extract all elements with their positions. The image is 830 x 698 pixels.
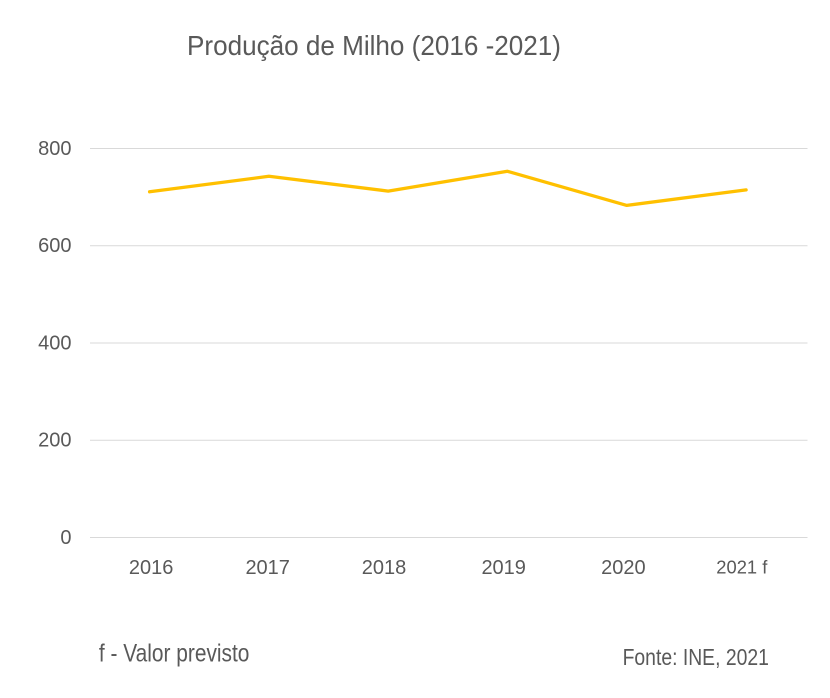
svg-text:Produção de Milho (2016 -2021): Produção de Milho (2016 -2021) <box>187 30 561 61</box>
svg-text:400: 400 <box>38 332 71 354</box>
svg-text:2019: 2019 <box>481 557 526 579</box>
svg-text:2016: 2016 <box>129 557 174 579</box>
svg-text:0: 0 <box>60 527 71 549</box>
svg-text:2021 f: 2021 f <box>716 558 768 578</box>
svg-text:600: 600 <box>38 235 71 257</box>
svg-text:200: 200 <box>38 430 71 452</box>
svg-text:2020: 2020 <box>601 557 646 579</box>
svg-text:f - Valor previsto: f - Valor previsto <box>99 640 250 668</box>
svg-text:800: 800 <box>38 138 71 160</box>
svg-text:2018: 2018 <box>362 557 407 579</box>
svg-text:2017: 2017 <box>245 557 290 579</box>
svg-text:Fonte: INE, 2021: Fonte: INE, 2021 <box>623 644 769 670</box>
